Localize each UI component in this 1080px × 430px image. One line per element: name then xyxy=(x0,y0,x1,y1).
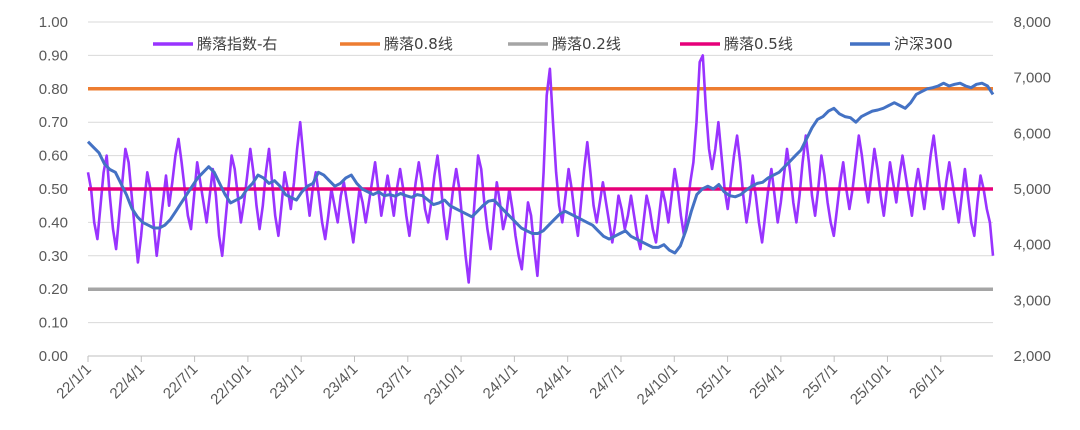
y-right-tick-label: 4,000 xyxy=(1013,237,1051,254)
legend-label: 腾落0.2线 xyxy=(552,35,621,53)
y-right-tick-label: 7,000 xyxy=(1013,70,1051,87)
y-right-tick-label: 2,000 xyxy=(1013,348,1051,365)
x-tick-label: 25/4/1 xyxy=(746,361,788,403)
y-left-tick-label: 0.40 xyxy=(39,214,68,231)
y-right-tick-label: 6,000 xyxy=(1013,125,1051,142)
y-right-tick-label: 8,000 xyxy=(1013,14,1051,31)
y-right-tick-label: 3,000 xyxy=(1013,292,1051,309)
x-tick-label: 23/7/1 xyxy=(373,361,415,403)
x-tick-label: 24/7/1 xyxy=(586,361,628,403)
legend-label: 腾落0.5线 xyxy=(724,35,793,53)
y-left-tick-label: 0.30 xyxy=(39,248,68,265)
y-left-tick-label: 0.60 xyxy=(39,148,68,165)
x-tick-label: 22/1/1 xyxy=(53,361,95,403)
grid-layer xyxy=(88,21,993,324)
reference-lines xyxy=(88,87,993,291)
y-left-tick-label: 0.50 xyxy=(39,181,68,198)
x-tick-label: 23/1/1 xyxy=(267,361,309,403)
legend-label: 腾落指数-右 xyxy=(197,35,277,53)
x-tick-label: 22/7/1 xyxy=(160,361,202,403)
x-tick-label: 23/10/1 xyxy=(421,361,468,408)
axis-layer: 0.00 0.10 0.20 0.30 0.40 0.50 0.60 0.70 0.80 0.90… xyxy=(39,14,1051,408)
legend-label: 腾落0.8线 xyxy=(384,35,453,53)
y-left-tick-label: 0.90 xyxy=(39,47,68,64)
x-tick-label: 23/4/1 xyxy=(320,361,362,403)
y-left-tick-label: 0.00 xyxy=(39,348,68,365)
y-left-tick-label: 0.20 xyxy=(39,281,68,298)
legend: 腾落指数-右 腾落0.8线 腾落0.2线 腾落0.5线 沪深300 xyxy=(153,35,953,53)
y-left-tick-label: 0.70 xyxy=(39,114,68,131)
x-tick-label: 22/4/1 xyxy=(107,361,149,403)
x-tick-label: 26/1/1 xyxy=(906,361,948,403)
series-line-breadth-index xyxy=(86,54,995,284)
x-tick-label: 24/1/1 xyxy=(480,361,522,403)
y-left-tick-label: 1.00 xyxy=(39,14,68,31)
x-tick-label: 25/10/1 xyxy=(847,361,894,408)
legend-label: 沪深300 xyxy=(894,35,953,53)
y-left-tick-label: 0.80 xyxy=(39,81,68,98)
y-right-tick-label: 5,000 xyxy=(1013,181,1051,198)
x-tick-label: 25/7/1 xyxy=(799,361,841,403)
x-tick-label: 24/4/1 xyxy=(533,361,575,403)
series-line-csi300 xyxy=(86,81,995,255)
x-tick-label: 25/1/1 xyxy=(693,361,735,403)
y-left-tick-label: 0.10 xyxy=(39,315,68,332)
series-layer xyxy=(86,54,995,284)
x-tick-label: 22/10/1 xyxy=(207,361,254,408)
x-tick-label: 24/10/1 xyxy=(634,361,681,408)
